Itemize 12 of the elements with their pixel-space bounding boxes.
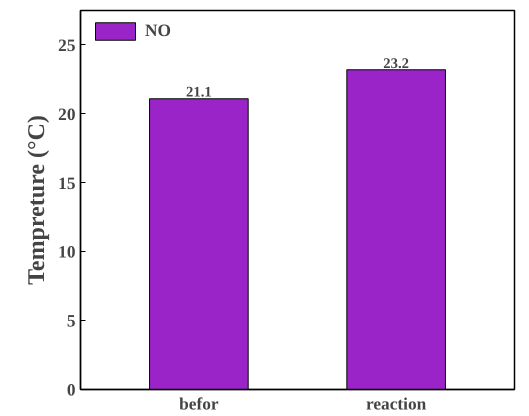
y-tick-label: 10 (58, 242, 76, 262)
data-label: 21.1 (186, 84, 212, 101)
legend-label: NO (145, 21, 171, 41)
y-tick-label: 20 (58, 104, 76, 124)
y-tick-label: 15 (58, 174, 76, 193)
y-tick-label: 25 (58, 36, 76, 55)
y-axis-title: Tempreture (°C) (24, 115, 50, 285)
y-tick-label: 5 (66, 312, 76, 331)
data-label: 23.2 (383, 56, 409, 72)
x-tick-label: reaction (366, 394, 427, 414)
y-tick-label: 0 (66, 380, 76, 400)
x-tick-label: befor (179, 394, 219, 414)
